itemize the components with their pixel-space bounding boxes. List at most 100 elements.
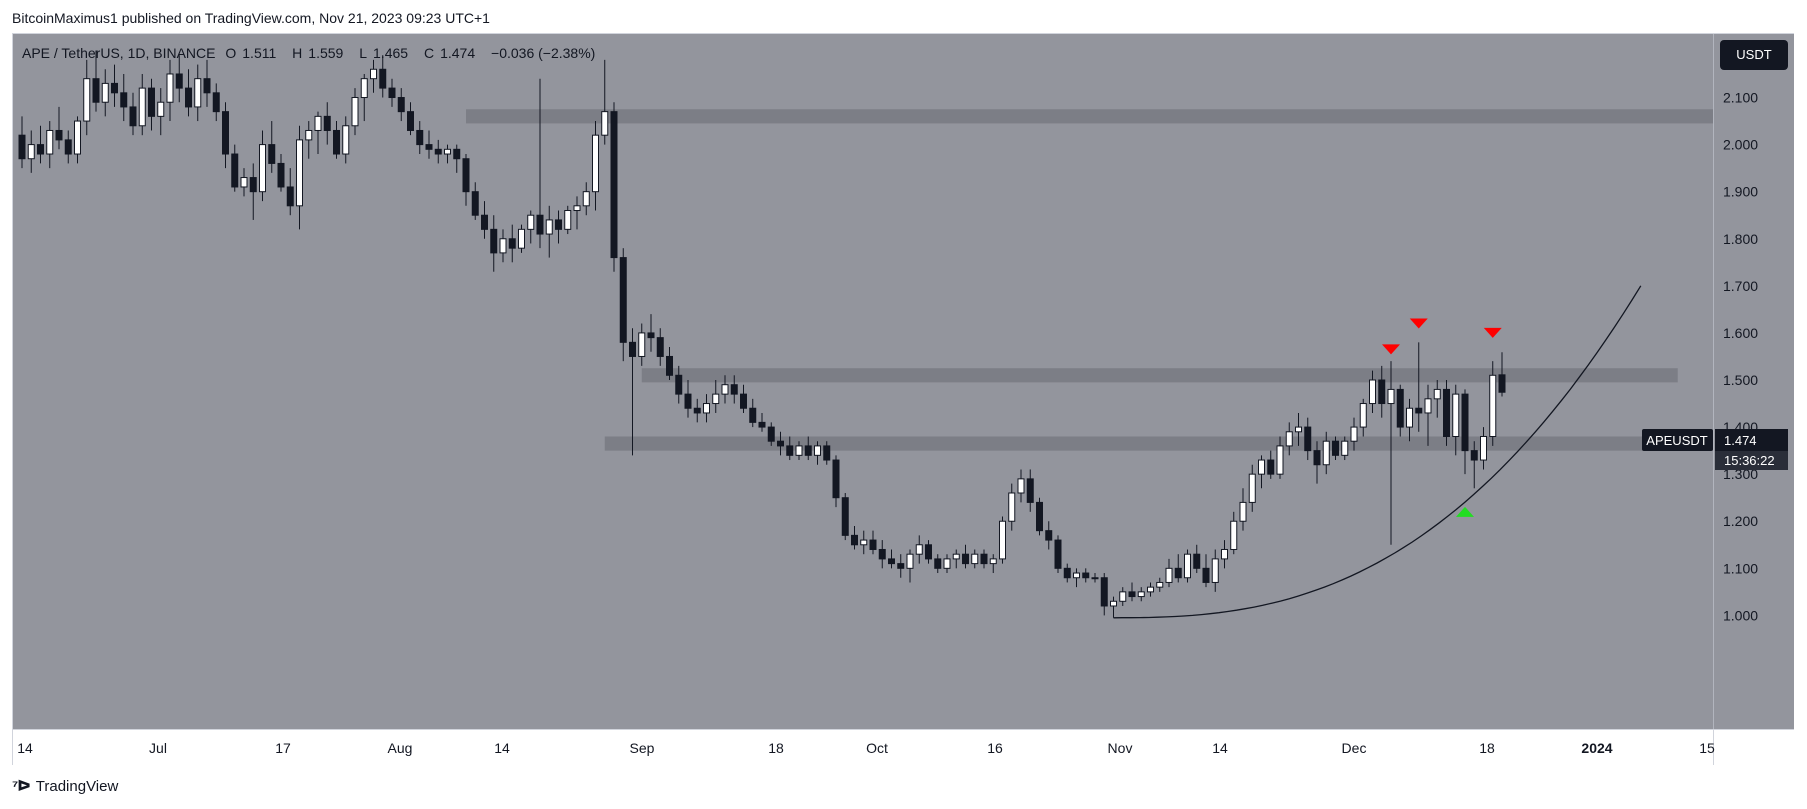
candle	[314, 111, 322, 155]
legend-high-value: 1.559	[308, 45, 344, 61]
candle	[1295, 412, 1302, 446]
price-label-price: 1.474	[1724, 433, 1757, 448]
candle-body	[684, 393, 692, 409]
candle-body	[971, 553, 979, 565]
price-label-price-bg	[1715, 429, 1788, 451]
legend-symbol[interactable]: APE / TetherUS, 1D, BINANCE	[22, 45, 216, 61]
candle	[1137, 587, 1145, 602]
candle-body	[508, 238, 516, 249]
candle-body	[1045, 530, 1053, 541]
candle	[407, 102, 414, 136]
candle	[675, 365, 683, 404]
candle	[1341, 436, 1349, 461]
candle-body	[37, 144, 44, 155]
time-axis[interactable]	[13, 729, 1713, 765]
candle	[666, 347, 673, 380]
candle-body	[1322, 440, 1330, 466]
candle-body	[231, 153, 239, 188]
candle	[444, 144, 451, 164]
candle-body	[814, 445, 821, 456]
candle	[1128, 582, 1136, 602]
candle	[786, 436, 794, 461]
candle-body	[1211, 558, 1219, 583]
candle-body	[1424, 398, 1432, 414]
candle-body	[111, 82, 118, 94]
currency-button[interactable]: USDT	[1720, 40, 1788, 70]
price-axis[interactable]	[1713, 34, 1794, 729]
candle	[379, 55, 387, 98]
legend-open: O 1.511	[225, 45, 282, 61]
candle	[1100, 573, 1108, 616]
candle-body	[305, 129, 313, 141]
legend-change: −0.036 (−2.38%)	[491, 45, 596, 61]
candle	[1008, 483, 1016, 531]
candle-body	[545, 219, 553, 235]
candle-body	[1406, 407, 1413, 428]
candle	[203, 59, 211, 107]
candle-body	[351, 97, 359, 127]
legend-high: H 1.559	[292, 45, 349, 61]
candle	[481, 201, 488, 239]
candle-body	[619, 257, 627, 343]
zone-0	[466, 109, 1713, 124]
candle-body	[952, 553, 960, 560]
candle	[259, 130, 266, 202]
candle-body	[601, 111, 609, 136]
candle-body	[323, 115, 331, 131]
time-tick: 2024	[1581, 740, 1612, 756]
candle-body	[379, 68, 387, 89]
candle-body	[471, 191, 479, 216]
bullish-marker-icon	[1456, 506, 1474, 517]
candle	[1091, 573, 1099, 583]
candle-body	[120, 92, 128, 108]
candle-body	[1063, 567, 1071, 579]
candle	[342, 116, 350, 164]
candle-body	[693, 407, 701, 414]
candle	[37, 125, 44, 164]
candle-body	[712, 393, 720, 405]
candle	[111, 64, 118, 107]
candle	[397, 88, 405, 122]
candle-body	[740, 393, 747, 409]
candle-body	[46, 129, 54, 155]
candle	[138, 73, 146, 136]
candle-body	[277, 162, 285, 188]
price-tick: 1.000	[1723, 607, 1758, 623]
candle	[175, 55, 183, 103]
candle	[157, 88, 165, 136]
candle	[545, 205, 553, 258]
candle	[573, 196, 581, 230]
candle-body	[675, 374, 683, 395]
price-label-symbol: APEUSDT	[1646, 433, 1707, 448]
candle	[1202, 554, 1210, 588]
legend-high-label: H	[292, 45, 303, 61]
candle	[832, 455, 840, 508]
candle	[1258, 455, 1265, 489]
candle	[453, 144, 461, 173]
candle	[749, 398, 757, 428]
candle-body	[434, 148, 442, 155]
candle	[647, 314, 655, 352]
legend-open-label: O	[225, 45, 237, 61]
candle	[323, 102, 331, 145]
candle-body	[1387, 388, 1395, 405]
time-tick: Sep	[630, 740, 655, 756]
candle-body	[203, 78, 211, 94]
candle-body	[333, 129, 340, 155]
candle-body	[1267, 459, 1275, 475]
candle	[1211, 549, 1219, 592]
candle-body	[1285, 431, 1293, 447]
zone-2	[604, 436, 1713, 451]
candle	[619, 248, 627, 362]
candle-body	[989, 558, 997, 565]
candle-body	[481, 214, 488, 230]
tradingview-brand[interactable]: ⁷ᐅ TradingView	[12, 777, 118, 796]
tradingview-logo-icon: ⁷ᐅ	[12, 778, 31, 795]
candle-body	[1174, 567, 1182, 579]
candle	[555, 210, 562, 244]
price-tick: 1.600	[1723, 325, 1758, 341]
candle-body	[1017, 478, 1025, 494]
candle	[814, 441, 821, 465]
candle-body	[83, 78, 91, 122]
candle	[1054, 535, 1062, 574]
